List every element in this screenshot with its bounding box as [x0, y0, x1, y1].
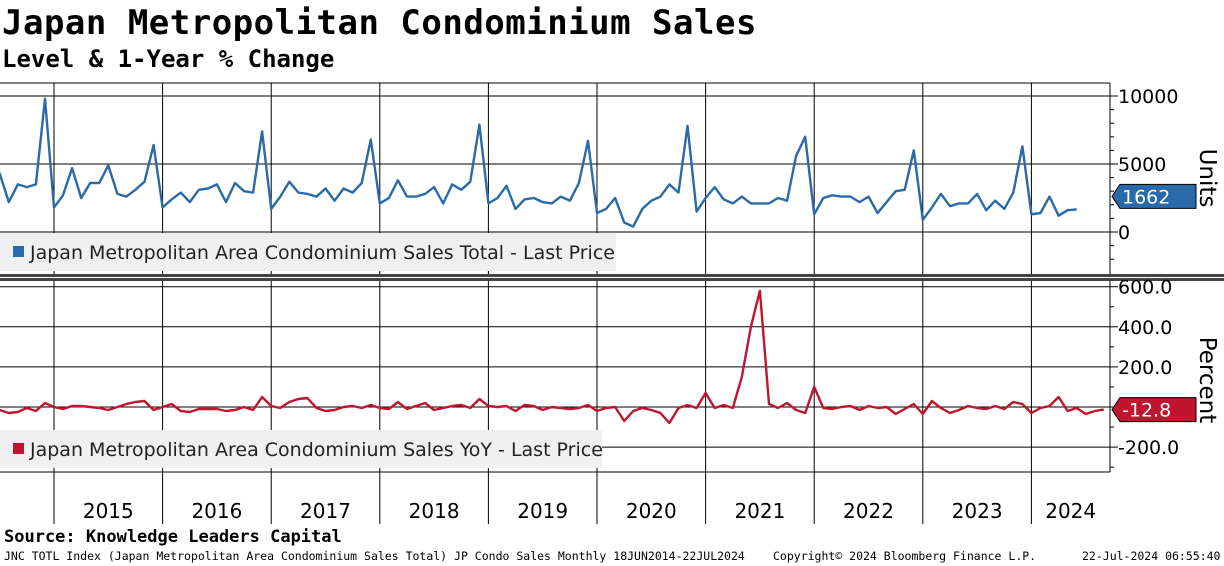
xtick-label: 2024 [1045, 499, 1096, 523]
xtick-label: 2020 [626, 499, 677, 523]
top-ytick-label: 5000 [1118, 154, 1166, 176]
yoy-last-value-tag [1111, 397, 1197, 423]
copyright-note: Copyright© 2024 Bloomberg Finance L.P. [773, 549, 1037, 563]
bottom-ytick-label: -200.0 [1118, 437, 1179, 459]
top-ytick-label: 0 [1118, 222, 1130, 244]
yoy-legend-swatch [13, 443, 24, 454]
bottom-ytick-label: 600.0 [1118, 277, 1172, 299]
xtick-label: 2017 [300, 499, 351, 523]
bottom-ylabel: Percent [1194, 337, 1220, 424]
top-ylabel: Units [1194, 149, 1220, 208]
xtick-label: 2015 [83, 499, 134, 523]
xtick-label: 2022 [843, 499, 894, 523]
xtick-label: 2021 [734, 499, 785, 523]
units-last-value-tag [1111, 183, 1197, 209]
ticker-info: JNC TOTL Index (Japan Metropolitan Area … [4, 549, 745, 563]
chart-title: Japan Metropolitan Condominium Sales [2, 3, 757, 43]
yoy-series-line [0, 289, 1104, 425]
top-ytick-label: 10000 [1118, 86, 1178, 108]
bottom-ytick-label: 200.0 [1118, 357, 1172, 379]
yoy-legend-text: Japan Metropolitan Area Condominium Sale… [29, 439, 603, 461]
yoy-last-value-label: -12.8 [1122, 400, 1171, 422]
yoy-legend-box [0, 430, 602, 468]
units-legend-box [0, 233, 616, 271]
bottom-ytick-label: 400.0 [1118, 317, 1172, 339]
xtick-label: 2023 [952, 499, 1003, 523]
xtick-label: 2018 [409, 499, 460, 523]
units-legend-text: Japan Metropolitan Area Condominium Sale… [29, 242, 615, 264]
timestamp: 22-Jul-2024 06:55:40 [1082, 549, 1221, 563]
units-last-value-label: 1662 [1122, 186, 1170, 208]
units-legend-swatch [13, 246, 24, 257]
units-series-line [0, 97, 1077, 228]
xtick-label: 2016 [191, 499, 242, 523]
chart-subtitle: Level & 1-Year % Change [2, 45, 335, 73]
source-note: Source: Knowledge Leaders Capital [4, 527, 342, 547]
xtick-label: 2019 [517, 499, 568, 523]
